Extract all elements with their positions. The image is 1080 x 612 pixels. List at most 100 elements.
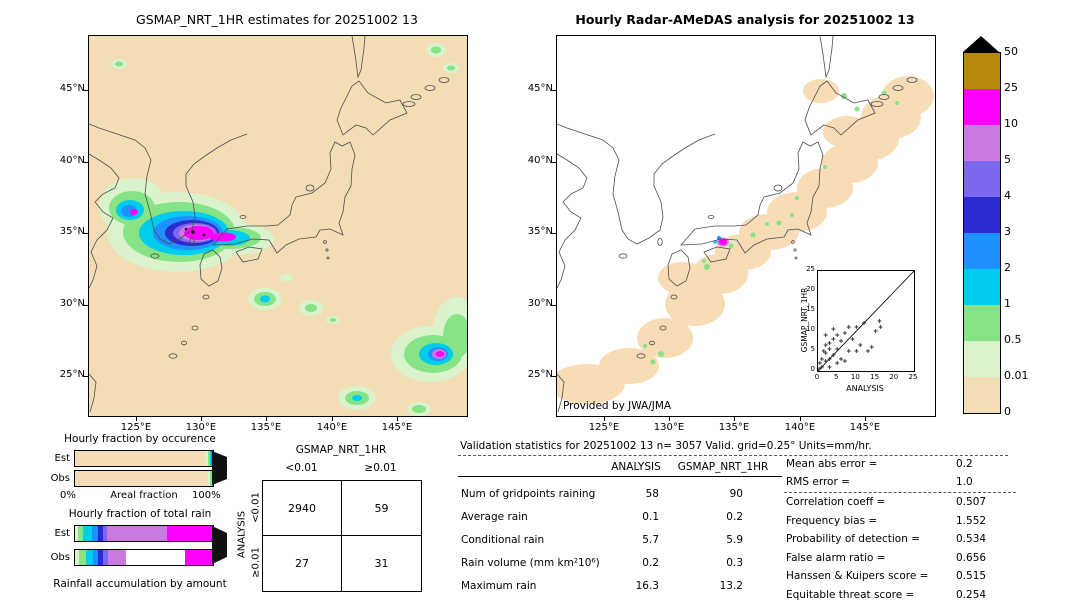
colorbar-tick-label: 25 [1004, 81, 1018, 94]
gsmap-column-header: GSMAP_NRT_1HR [677, 461, 769, 473]
tick-mark [84, 162, 88, 163]
bar-segment [210, 471, 212, 486]
stat-row: Hanssen & Kuipers score = 0.515 [786, 570, 1022, 582]
inset-x-tick-label: 10 [850, 373, 860, 381]
analysis-value: 0.2 [642, 556, 659, 569]
tick-mark [84, 233, 88, 234]
one-to-one-line [817, 270, 915, 372]
inset-x-tick-label: 0 [814, 373, 820, 381]
tick-mark [84, 376, 88, 377]
tick-mark [552, 376, 556, 377]
lon-tick-label: 125°E [120, 422, 152, 433]
gsmap-value: 90 [729, 487, 743, 500]
inset-y-tick-label: 15 [806, 305, 815, 313]
bar-segment [75, 451, 206, 466]
stat-label: Frequency bias = [786, 514, 878, 527]
obs-row-label: Obs [50, 552, 70, 563]
radar-analysis-map: GSMAP_NRT_1HR ANALYSIS 0 5 10 15 20 25 0 5 10 15… [528, 35, 936, 433]
radar-map-canvas [549, 35, 934, 413]
inset-plot-area [817, 270, 915, 372]
inset-y-tick-label: 25 [806, 265, 815, 273]
contingency-cell: 59 [342, 481, 421, 536]
row-label: Num of gridpoints raining [461, 487, 596, 500]
coastlines [88, 35, 450, 413]
contingency-cell: 2940 [263, 481, 342, 536]
bar-segment [79, 550, 87, 565]
row-label: Rain volume (mm km²10⁶) [461, 556, 600, 569]
data-credit: Provided by JWA/JMA [563, 400, 672, 412]
gsmap-map-canvas [88, 35, 481, 416]
tick-mark [669, 417, 670, 421]
tick-mark [84, 90, 88, 91]
stat-row: Frequency bias = 1.552 [786, 515, 1022, 527]
tick-mark [266, 417, 267, 421]
gsmap-value: 5.9 [726, 533, 743, 546]
colorbar-tick-label: 0.01 [1004, 369, 1029, 382]
inset-y-tick-label: 0 [810, 365, 815, 373]
scatter-point [827, 347, 832, 351]
contingency-cell: 27 [263, 536, 342, 591]
bar-segment [92, 550, 99, 565]
colorbar-tick-label: 10 [1004, 117, 1018, 130]
colorbar-tick-label: 50 [1004, 45, 1018, 58]
inset-x-axis-label: ANALYSIS [846, 384, 884, 393]
scatter-point [823, 359, 828, 363]
contingency-column-group: GSMAP_NRT_1HR [295, 444, 387, 456]
table-row: Conditional rain 5.7 5.9 [458, 528, 782, 551]
lon-tick-label: 140°E [784, 422, 816, 433]
colorbar-band [964, 269, 1000, 305]
scatter-point [817, 367, 822, 371]
bar-segment [102, 526, 107, 541]
stat-row: Correlation coeff = 0.507 [786, 496, 1022, 508]
gsmap-estimate-map: 45°N 40°N 35°N 30°N 25°N 125°E 130°E 135°E 140°E… [60, 35, 481, 433]
inset-x-tick-label: 25 [908, 373, 918, 381]
lat-tick-label: 45°N [59, 83, 85, 94]
table-row: Maximum rain 16.3 13.2 [458, 574, 782, 597]
contingency-row-label: ≥0.01 [250, 547, 262, 578]
stat-label: Hanssen & Kuipers score = [786, 570, 929, 582]
colorbar-tick-label: 0 [1004, 405, 1011, 418]
analysis-value: 16.3 [635, 579, 659, 592]
stat-value: 0.2 [956, 458, 973, 470]
stat-value: 0.254 [956, 588, 987, 601]
accumulation-caption: Rainfall accumulation by amount [53, 578, 227, 590]
total-rain-est-bar [74, 525, 214, 542]
scatter-point [821, 349, 826, 353]
contingency-cell: 31 [374, 557, 389, 570]
stat-label: Correlation coeff = [786, 496, 886, 508]
tick-mark [201, 417, 202, 421]
lon-tick-label: 135°E [250, 422, 282, 433]
stat-row: Equitable threat score = 0.254 [786, 589, 1022, 601]
est-row-label: Est [54, 528, 70, 539]
stat-label: Mean abs error = [786, 458, 878, 470]
bar-segment [207, 471, 211, 486]
lon-tick-label: 125°E [588, 422, 620, 433]
bar-segment [98, 550, 103, 565]
scatter-point [827, 341, 832, 345]
stat-label: Equitable threat score = [786, 588, 915, 601]
areal-axis-label: Areal fraction [110, 490, 178, 501]
scatter-point [854, 349, 859, 353]
table-row: Rain volume (mm km²10⁶) 0.2 0.3 [458, 551, 782, 574]
scatter-point [839, 339, 844, 343]
stat-row: Probability of detection = 0.534 [786, 533, 1022, 545]
colorbar-overflow-triangle [963, 36, 999, 52]
gsmap-value: 13.2 [719, 579, 743, 592]
occurrence-obs-bar [74, 470, 214, 487]
lon-tick-label: 130°E [185, 422, 217, 433]
bar-segment [185, 550, 213, 565]
scatter-point [827, 357, 832, 361]
scatter-point [842, 331, 847, 335]
gsmap-map-title: GSMAP_NRT_1HR estimates for 20251002 13 [136, 12, 418, 27]
stat-value: 0.507 [956, 496, 987, 508]
score-list: Mean abs error = 0.2 RMS error = 1.0 Correla… [784, 438, 1024, 612]
tick-mark [136, 417, 137, 421]
scatter-point [869, 345, 874, 349]
stat-label: RMS error = [786, 476, 850, 488]
row-label: Conditional rain [461, 533, 545, 546]
contingency-row-label: <0.01 [250, 492, 262, 523]
divider-dashed [458, 455, 1008, 456]
colorbar [963, 52, 1001, 414]
lat-tick-label: 40°N [59, 155, 85, 166]
scatter-point [839, 357, 844, 361]
